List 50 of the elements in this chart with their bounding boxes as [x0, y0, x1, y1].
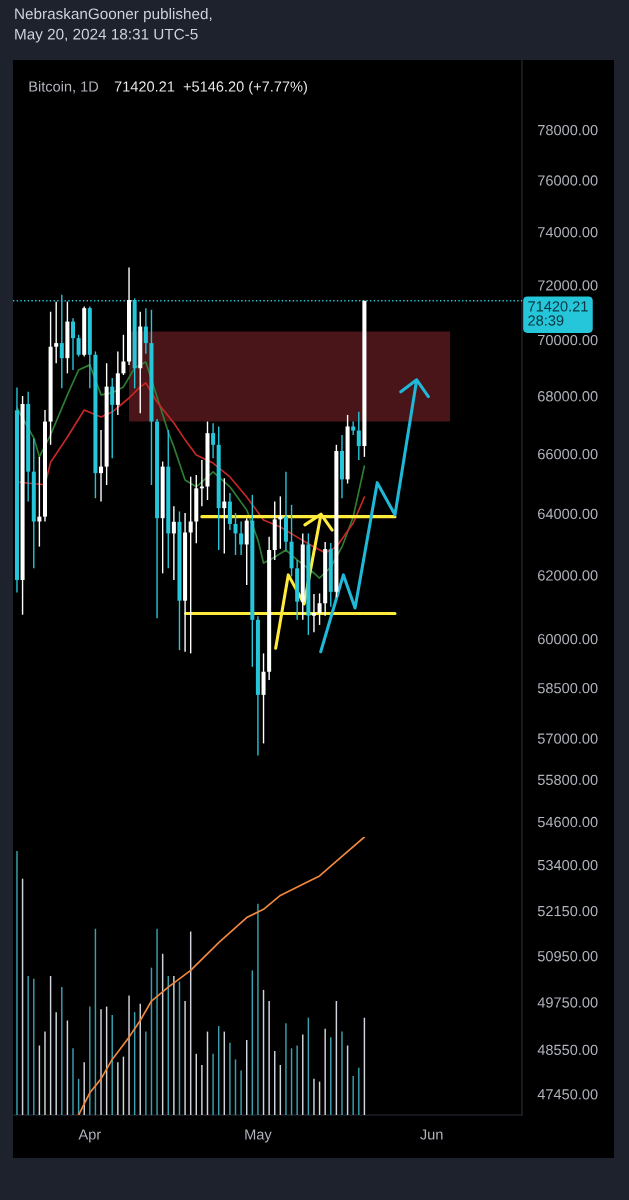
- y-tick-label: 76000.00: [538, 175, 598, 186]
- candlestick: [233, 512, 238, 556]
- x-tick-label: Jun: [420, 1129, 443, 1140]
- candlestick: [227, 492, 232, 531]
- x-tick-label: May: [245, 1129, 272, 1143]
- candlestick: [261, 652, 266, 745]
- line-series: [319, 378, 430, 654]
- y-tick-label: 68000.00: [538, 391, 598, 402]
- y-tick-label: 70000.00: [538, 334, 598, 346]
- candlestick: [188, 475, 193, 655]
- candlestick: [143, 307, 148, 355]
- candlestick: [311, 593, 316, 634]
- candlestick: [70, 317, 76, 371]
- candlestick: [59, 294, 64, 390]
- y-tick-label: 62000.00: [538, 570, 598, 581]
- line-series: [16, 382, 366, 554]
- candlestick: [110, 377, 115, 460]
- candlestick: [99, 429, 104, 503]
- text: Bitcoin, 1D: [29, 80, 99, 94]
- candlestick: [76, 334, 81, 358]
- y-tick-label: 55800.00: [537, 774, 598, 786]
- y-tick-label: 54600.00: [537, 816, 598, 828]
- candlestick: [121, 334, 126, 376]
- y-tick-label: 57000.00: [537, 733, 598, 744]
- candlestick: [211, 422, 216, 460]
- y-tick-label: 48550.00: [537, 1044, 598, 1056]
- y-tick-label: 49750.00: [537, 997, 598, 1008]
- candlestick: [244, 517, 249, 586]
- text: 71420.21 +5146.20 (+7.77%): [114, 80, 307, 95]
- text: NebraskanGooner published, May 20, 2024 18:31 UTC-5: [15, 8, 212, 43]
- y-tick-label: 50950.00: [537, 951, 598, 962]
- candlestick: [54, 300, 59, 364]
- line-series: [16, 361, 366, 579]
- y-tick-label: 64000.00: [538, 508, 598, 520]
- y-tick-label: 66000.00: [538, 449, 598, 460]
- candlestick: [317, 592, 322, 626]
- y-tick-label: 53400.00: [537, 859, 598, 871]
- y-tick-label: 78000.00: [538, 124, 598, 136]
- y-tick-label: 47450.00: [537, 1089, 598, 1100]
- candlestick: [239, 520, 244, 556]
- y-tick-label: 58500.00: [537, 683, 598, 694]
- candlestick: [356, 411, 361, 461]
- ref-line-label: 71420.21 28:39: [528, 301, 588, 326]
- y-tick-label: 74000.00: [538, 227, 598, 238]
- candlestick: [171, 505, 176, 581]
- y-tick-label: 72000.00: [538, 280, 598, 291]
- candlestick: [37, 456, 42, 548]
- y-tick-label: 60000.00: [538, 633, 598, 645]
- x-tick-label: Apr: [78, 1129, 101, 1143]
- y-tick-label: 52150.00: [537, 905, 598, 917]
